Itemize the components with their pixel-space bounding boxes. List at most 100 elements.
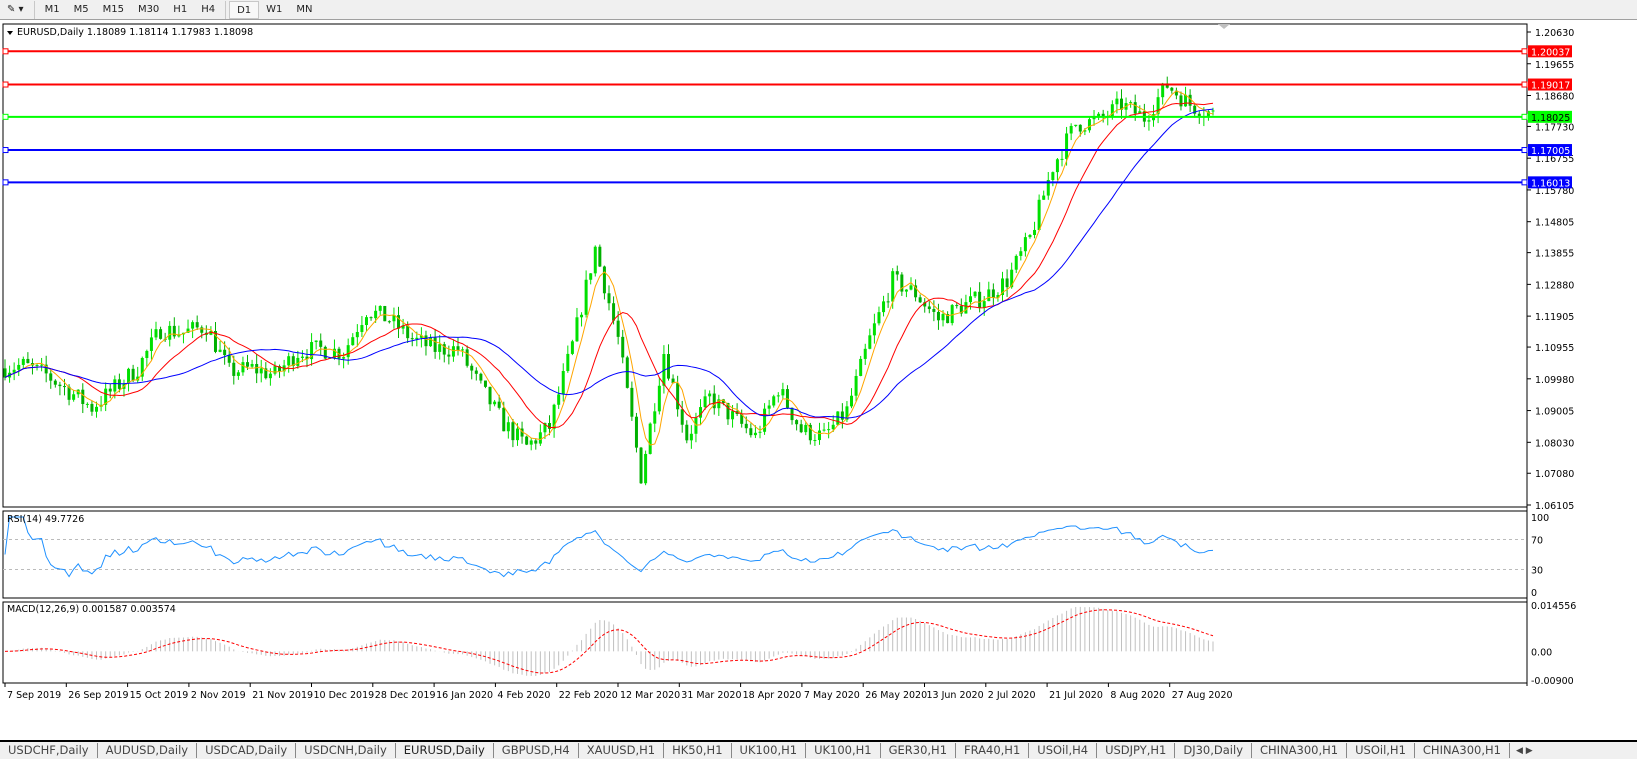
bull-candle: [438, 344, 442, 352]
chart-tab[interactable]: USDCHF,Daily: [0, 743, 98, 758]
chart-tab[interactable]: XAUUSD,H1: [579, 743, 665, 758]
bull-candle: [506, 422, 510, 432]
bear-candle: [630, 387, 634, 417]
price-tick-label: 1.20630: [1535, 28, 1574, 39]
bull-candle: [817, 430, 821, 441]
bear-candle: [808, 424, 812, 441]
bull-candle: [1033, 229, 1037, 235]
bull-candle: [76, 389, 80, 395]
bull-candle: [1138, 111, 1142, 114]
level-price-badge: [1528, 176, 1572, 189]
chart-tab[interactable]: DJ30,Daily: [1175, 743, 1252, 758]
timeframe-mn[interactable]: MN: [296, 3, 313, 15]
chart-area[interactable]: 1.20630 1.19655 1.18680 1.17730 1.16755 1.157…: [0, 21, 1637, 733]
rsi-tick-label: 100: [1531, 513, 1549, 524]
bear-candle: [108, 388, 112, 392]
timeframe-h1[interactable]: H1: [173, 3, 188, 15]
price-tick-label: 1.09980: [1535, 375, 1574, 386]
bear-candle: [410, 338, 414, 340]
bull-candle: [580, 314, 584, 318]
chart-tab[interactable]: EURUSD,Daily: [396, 743, 494, 758]
bear-candle: [1170, 87, 1174, 91]
bear-candle: [666, 354, 670, 379]
chart-tab[interactable]: HK50,H1: [664, 743, 732, 758]
bear-candle: [90, 403, 94, 412]
timeframe-m15[interactable]: M15: [102, 3, 124, 15]
level-price-label: 1.16013: [1531, 178, 1570, 189]
timeframe-w1[interactable]: W1: [266, 3, 283, 15]
level-price-badge: [1528, 110, 1572, 123]
date-tick-label: 2 Nov 2019: [191, 690, 246, 701]
chart-tab[interactable]: GER30,H1: [881, 743, 957, 758]
bear-candle: [49, 373, 53, 381]
level-price-label: 1.17005: [1531, 146, 1570, 157]
timeframe-m1[interactable]: M1: [44, 3, 60, 15]
level-price-label: 1.19017: [1531, 81, 1570, 92]
bear-candle: [918, 297, 922, 303]
chart-tab[interactable]: FRA40,H1: [956, 743, 1030, 758]
bull-candle: [236, 372, 240, 376]
macd-tick-label: 0.00: [1531, 647, 1552, 658]
chart-tab[interactable]: USDCNH,Daily: [296, 743, 396, 758]
bull-candle: [314, 340, 318, 343]
price-tick-label: 1.07080: [1535, 469, 1574, 480]
drawing-tools-dropdown[interactable]: ✎ ▾: [7, 3, 24, 15]
level-price-label: 1.20037: [1531, 47, 1570, 58]
bull-candle: [987, 289, 991, 302]
chart-tab[interactable]: USOil,H1: [1347, 743, 1415, 758]
bull-candle: [772, 396, 776, 406]
bear-candle: [53, 380, 57, 385]
bull-candle: [1092, 117, 1096, 120]
bear-candle: [483, 380, 487, 387]
toolbar-separator: [225, 0, 227, 19]
macd-tick-label: 0.014556: [1531, 601, 1576, 612]
chart-tab[interactable]: UK100,H1: [806, 743, 881, 758]
chart-tab[interactable]: USOil,H4: [1029, 743, 1098, 758]
rsi-line: [4, 516, 1214, 578]
bear-candle: [616, 320, 620, 337]
bull-candle: [584, 279, 588, 315]
bear-candle: [744, 423, 748, 429]
level-handle-right: [1521, 113, 1528, 120]
level-handle-right: [1521, 147, 1528, 154]
bull-candle: [273, 366, 277, 374]
bull-candle: [493, 401, 497, 405]
bear-candle: [195, 322, 199, 328]
date-tick-label: 28 Dec 2019: [375, 690, 436, 701]
bull-candle: [904, 289, 908, 292]
date-tick-label: 13 Jun 2020: [927, 690, 984, 701]
bull-candle: [968, 296, 972, 303]
chart-tab[interactable]: CHINA300,H1: [1415, 743, 1510, 758]
bull-candle: [168, 325, 172, 340]
bear-candle: [625, 357, 629, 388]
bear-candle: [511, 422, 515, 441]
bull-candle: [1042, 195, 1046, 200]
bull-candle: [731, 411, 735, 420]
bull-candle: [1184, 94, 1188, 107]
chart-tab[interactable]: UK100,H1: [732, 743, 807, 758]
ma-mid-line: [4, 102, 1214, 429]
timeframe-m30[interactable]: M30: [137, 3, 160, 15]
chart-tab[interactable]: USDCAD,Daily: [197, 743, 297, 758]
macd-panel: [2, 601, 1528, 684]
price-tick-label: 1.11905: [1535, 312, 1574, 323]
bull-candle: [575, 317, 579, 342]
bear-candle: [634, 416, 638, 448]
chart-tab[interactable]: GBPUSD,H4: [494, 743, 579, 758]
timeframe-d1[interactable]: D1: [229, 0, 260, 19]
bull-candle: [1046, 180, 1050, 196]
chart-tab[interactable]: USDJPY,H1: [1097, 743, 1176, 758]
bull-candle: [854, 375, 858, 396]
timeframe-h4[interactable]: H4: [201, 3, 216, 15]
chart-tab[interactable]: AUDUSD,Daily: [98, 743, 198, 758]
bull-candle: [1065, 133, 1069, 159]
chart-tab[interactable]: CHINA300,H1: [1252, 743, 1348, 758]
bear-candle: [26, 358, 30, 364]
bear-candle: [671, 378, 675, 384]
bull-candle: [570, 341, 574, 354]
tab-scroll-arrows[interactable]: ◀ ▶: [1516, 745, 1533, 756]
bull-candle: [113, 379, 117, 392]
timeframe-m5[interactable]: M5: [73, 3, 89, 15]
bull-candle: [241, 362, 245, 373]
bear-candle: [369, 317, 373, 319]
